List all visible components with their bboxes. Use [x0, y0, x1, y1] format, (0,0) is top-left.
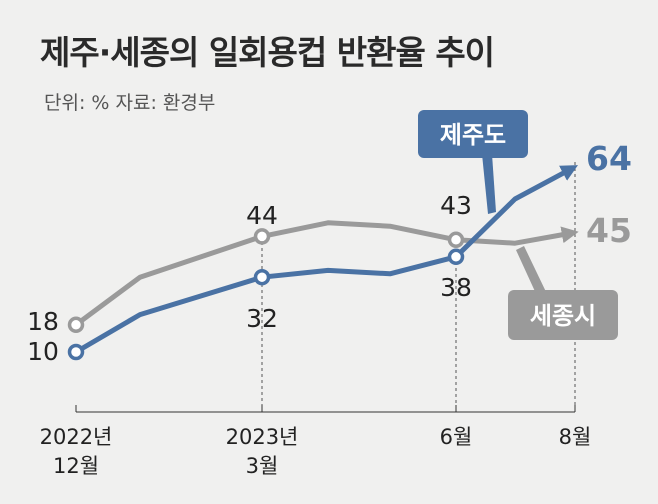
value-label: 43: [440, 191, 472, 220]
value-label: 10: [27, 337, 59, 366]
data-point: [67, 316, 85, 334]
value-label: 38: [440, 273, 472, 302]
data-point: [253, 268, 271, 286]
value-label-end: 64: [586, 139, 632, 178]
callout-pointer: [516, 246, 548, 298]
callout-label-sejong: 세종시: [530, 302, 596, 330]
x-tick-label: 2023년: [226, 425, 299, 449]
x-tick-label: 2022년: [40, 425, 113, 449]
value-label: 44: [246, 201, 278, 230]
value-label: 18: [27, 307, 59, 336]
x-tick-label: 12월: [53, 454, 99, 478]
callout-label-jeju: 제주도: [440, 121, 506, 149]
callout-box-sejong: [508, 290, 618, 340]
data-point: [447, 248, 465, 266]
data-point: [67, 343, 85, 361]
data-point: [447, 231, 465, 249]
x-tick-label: 8월: [559, 425, 592, 449]
chart-title: 제주·세종의 일회용컵 반환율 추이: [40, 33, 495, 72]
x-tick-label: 3월: [246, 454, 279, 478]
series-line-sejong: [73, 220, 579, 328]
callout-pointer: [482, 154, 496, 214]
chart-subtitle: 단위: % 자료: 환경부: [44, 92, 216, 114]
x-tick-label: 6월: [440, 425, 473, 449]
value-label-end: 45: [586, 211, 632, 250]
value-label: 32: [246, 304, 278, 333]
callout-box-jeju: [418, 110, 528, 158]
series-line-jeju: [73, 165, 578, 355]
data-point: [253, 228, 271, 245]
